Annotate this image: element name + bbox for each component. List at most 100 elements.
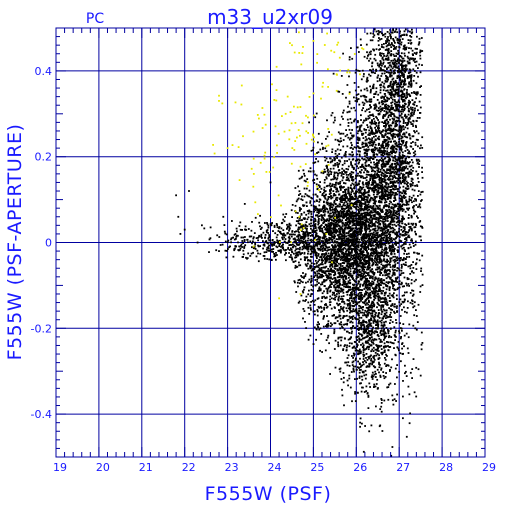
data-point <box>311 229 314 232</box>
data-point <box>339 137 342 140</box>
data-point <box>295 220 298 222</box>
data-point <box>351 177 353 179</box>
data-point <box>366 267 369 269</box>
data-point <box>325 176 328 179</box>
data-point <box>363 217 366 219</box>
data-point <box>380 178 383 181</box>
data-point <box>357 244 359 247</box>
data-point <box>342 186 344 189</box>
data-point <box>343 201 346 204</box>
data-point <box>314 259 317 262</box>
data-point <box>381 160 384 162</box>
data-point <box>321 292 324 295</box>
data-point <box>407 278 410 280</box>
data-point <box>415 105 418 107</box>
data-point <box>333 218 336 220</box>
data-point <box>363 219 366 222</box>
data-point <box>316 262 318 264</box>
data-point <box>343 186 345 188</box>
data-point <box>356 174 359 177</box>
data-point <box>324 303 326 306</box>
data-point <box>399 259 401 262</box>
data-point <box>326 292 329 295</box>
data-point <box>383 153 386 156</box>
data-point <box>328 236 331 239</box>
data-point <box>354 230 357 233</box>
data-point <box>333 248 335 250</box>
data-point <box>315 229 318 232</box>
data-point <box>314 244 317 247</box>
data-point <box>336 210 339 213</box>
data-point <box>355 97 358 99</box>
data-point <box>298 300 301 303</box>
data-point <box>339 172 341 174</box>
data-point <box>346 217 349 220</box>
data-point <box>409 101 411 103</box>
data-point <box>377 221 380 223</box>
data-point <box>343 215 346 218</box>
data-point <box>362 165 365 168</box>
data-point <box>344 152 347 155</box>
data-point <box>296 244 299 246</box>
data-point <box>332 194 335 197</box>
data-point <box>340 378 343 380</box>
data-point <box>317 184 320 187</box>
data-point <box>396 393 398 396</box>
data-point <box>311 269 314 271</box>
data-point <box>389 258 392 261</box>
data-point <box>352 215 354 218</box>
data-point <box>375 252 378 255</box>
data-point <box>323 181 326 184</box>
data-point <box>342 230 344 233</box>
data-point <box>354 318 357 320</box>
data-point <box>352 284 355 287</box>
data-point <box>371 258 373 260</box>
data-point <box>334 231 336 234</box>
data-point <box>373 250 376 253</box>
data-point <box>411 299 413 302</box>
data-point <box>349 241 352 243</box>
data-point <box>359 129 361 132</box>
data-point <box>343 274 346 277</box>
data-point <box>329 204 332 207</box>
data-point <box>347 165 350 168</box>
data-point <box>358 155 361 158</box>
data-point <box>360 251 363 253</box>
data-point <box>353 261 356 264</box>
data-point <box>345 249 348 252</box>
data-point <box>355 266 358 269</box>
data-point <box>315 238 318 241</box>
data-point <box>357 197 359 200</box>
data-point <box>304 300 306 302</box>
data-point <box>350 187 353 190</box>
data-point <box>385 145 387 147</box>
data-point <box>325 252 327 254</box>
data-point <box>398 141 400 143</box>
data-point <box>392 219 395 221</box>
data-point <box>354 296 357 298</box>
data-point <box>323 271 326 274</box>
data-point <box>389 261 391 264</box>
data-point <box>383 338 385 341</box>
data-point <box>384 80 387 83</box>
data-point <box>358 223 361 226</box>
data-point <box>358 212 361 214</box>
data-point <box>370 238 373 241</box>
data-point <box>375 221 377 223</box>
data-point <box>392 206 395 209</box>
data-point <box>387 275 390 278</box>
data-point <box>387 345 389 347</box>
data-point <box>351 198 353 201</box>
data-point <box>354 400 357 402</box>
data-point <box>282 218 285 221</box>
data-point <box>342 139 345 141</box>
data-point <box>368 226 371 228</box>
data-point <box>358 196 360 198</box>
data-point <box>331 148 334 151</box>
data-point <box>337 272 340 274</box>
data-point <box>354 71 357 74</box>
data-point <box>370 271 373 273</box>
data-point <box>411 302 414 305</box>
data-point <box>372 211 374 214</box>
data-point <box>369 219 371 222</box>
